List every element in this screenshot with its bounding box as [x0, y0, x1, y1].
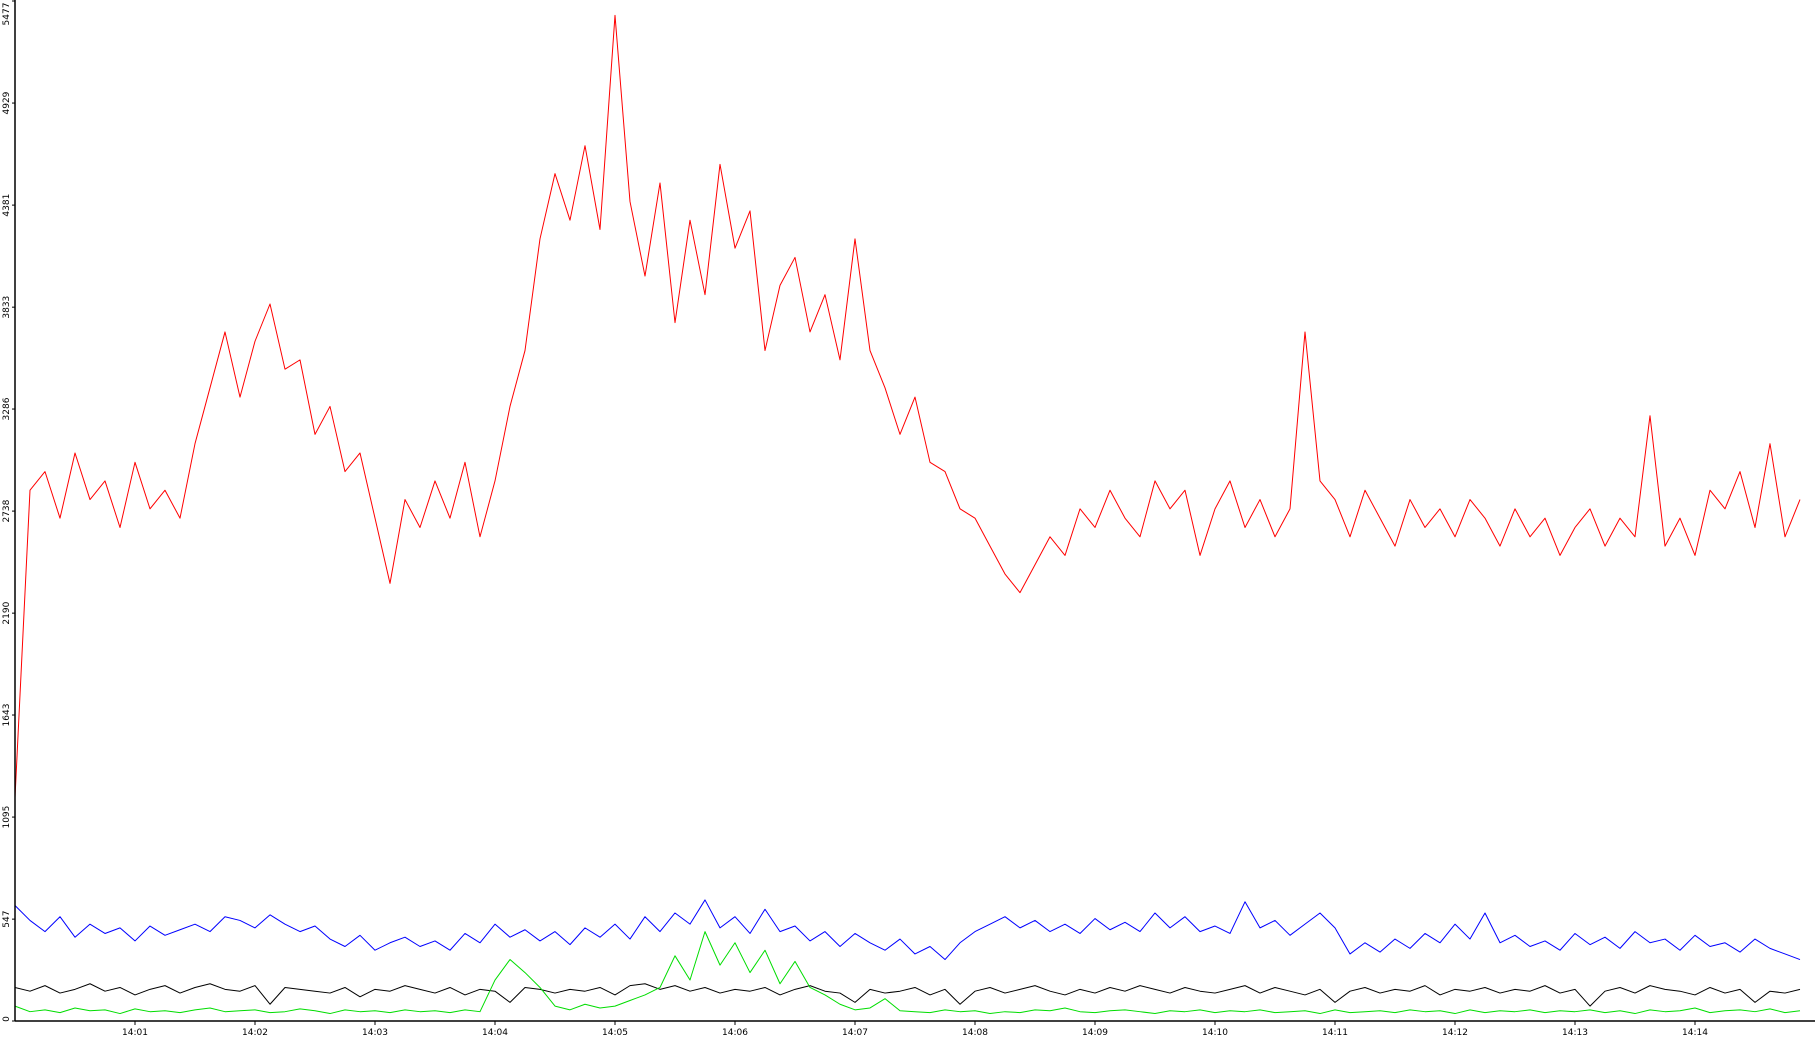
y-tick-label: 3286	[2, 397, 12, 420]
y-tick-label: 1643	[2, 704, 12, 727]
y-tick-label: 2738	[2, 499, 12, 522]
y-tick-label: 2190	[2, 601, 12, 624]
y-tick-label: 547	[2, 911, 12, 928]
series-line	[14, 899, 1801, 961]
y-tick-label: 4381	[2, 194, 12, 217]
x-tick-label: 14:13	[1562, 1028, 1588, 1038]
x-tick-label: 14:08	[962, 1028, 988, 1038]
x-tick-label: 14:01	[122, 1028, 148, 1038]
x-tick-label: 14:07	[842, 1028, 868, 1038]
x-tick-label: 14:12	[1442, 1028, 1468, 1038]
y-tick-label: 1095	[2, 806, 12, 829]
series-line	[14, 14, 1801, 798]
y-tick-label: 0	[2, 1016, 12, 1022]
y-tick-label: 4929	[2, 91, 12, 114]
y-tick-label: 5477	[2, 3, 12, 26]
x-tick-label: 14:03	[362, 1028, 388, 1038]
x-tick-label: 14:11	[1322, 1028, 1348, 1038]
x-tick-label: 14:05	[602, 1028, 628, 1038]
x-tick-label: 14:04	[482, 1028, 508, 1038]
x-tick-label: 14:09	[1082, 1028, 1108, 1038]
x-tick-label: 14:06	[722, 1028, 748, 1038]
series-line	[14, 983, 1801, 1007]
x-tick-label: 14:10	[1202, 1028, 1228, 1038]
series-line	[14, 931, 1801, 1015]
x-tick-label: 14:02	[242, 1028, 268, 1038]
y-tick-label: 3833	[2, 296, 12, 319]
x-tick-label: 14:14	[1682, 1028, 1708, 1038]
